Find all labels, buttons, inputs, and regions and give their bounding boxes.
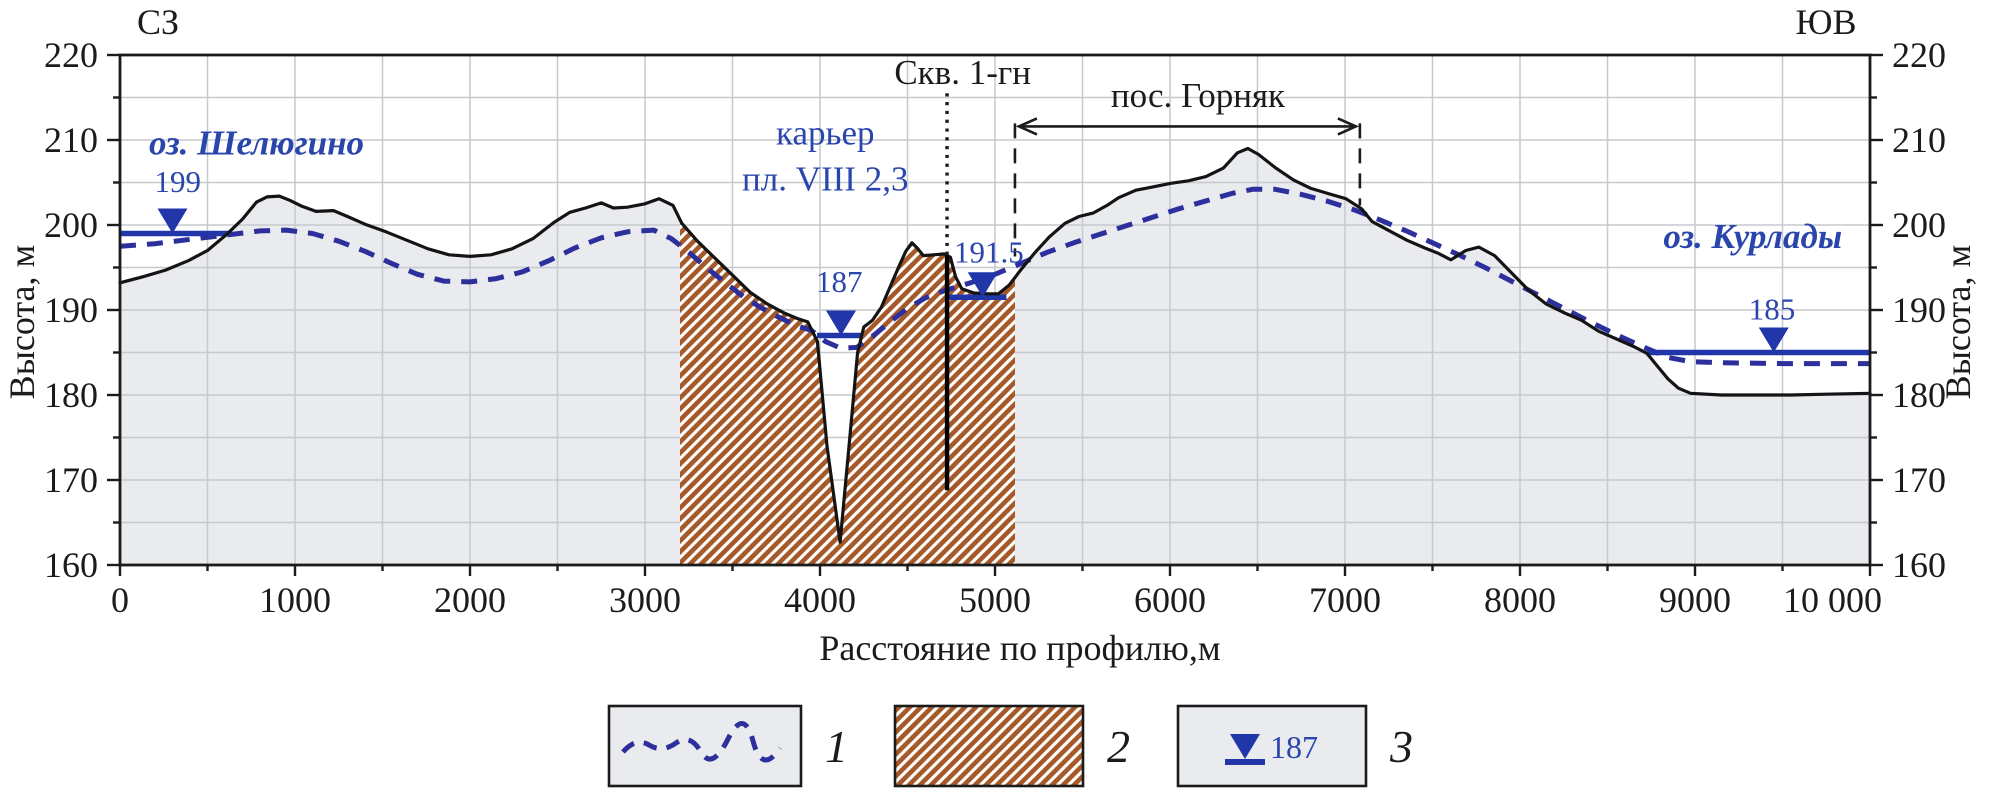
water-level-marker — [157, 208, 188, 234]
legend: 1 2 187 3 — [607, 704, 1413, 788]
y-tick-label-left: 160 — [44, 545, 98, 585]
y-tick-label-right: 190 — [1892, 290, 1946, 330]
annotation-borehole-label: Скв. 1-гн — [894, 53, 1031, 92]
y-tick-label-right: 210 — [1892, 120, 1946, 160]
y-tick-label-right: 200 — [1892, 205, 1946, 245]
legend-item: 1 — [607, 704, 848, 788]
y-tick-label-left: 170 — [44, 460, 98, 500]
terrain-line — [118, 146, 1872, 544]
annotation-lake-kurlady-label: оз. Курлады — [1663, 217, 1842, 256]
axis-ticks — [107, 53, 1883, 576]
water-level-value: 199 — [155, 164, 202, 199]
x-axis-title: Расстояние по профилю,м — [819, 628, 1220, 668]
annotation-lake-shelyugino-label: оз. Шелюгино — [149, 124, 364, 163]
legend-swatch — [607, 704, 803, 788]
x-tick-label: 6000 — [1134, 580, 1206, 620]
legend-dashed-line — [621, 721, 783, 763]
y-tick-label-left: 220 — [44, 35, 98, 75]
x-tick-label: 8000 — [1484, 580, 1556, 620]
y-tick-label-left: 180 — [44, 375, 98, 415]
water-level-marker — [826, 310, 856, 336]
x-tick-label: 9000 — [1659, 580, 1731, 620]
legend-item-number: 1 — [825, 721, 848, 772]
legend-swatch — [1176, 704, 1368, 788]
corner-label-se: ЮВ — [1795, 2, 1856, 42]
water-table-line — [119, 186, 1870, 367]
x-tick-label: 1000 — [259, 580, 331, 620]
annotation-quarry-label-line2: пл. VIII 2,3 — [742, 159, 908, 198]
annotation-quarry-label-line1: карьер — [776, 113, 875, 152]
water-level-marker — [1758, 327, 1789, 353]
quarry-hatch — [680, 219, 1015, 565]
plot-area: 199 187 191.5 185 оз. Шелюгино оз. Курлады кар… — [44, 35, 1946, 620]
arrow-right-icon — [1337, 117, 1360, 136]
y-tick-label-right: 170 — [1892, 460, 1946, 500]
legend-water-marker — [1230, 734, 1260, 759]
x-tick-label: 5000 — [959, 580, 1031, 620]
x-tick-label: 4000 — [784, 580, 856, 620]
legend-item-number: 2 — [1107, 721, 1130, 772]
legend-item: 2 — [893, 704, 1130, 788]
legend-item-number: 3 — [1389, 721, 1413, 772]
x-tick-label: 10 000 — [1783, 580, 1882, 620]
y-tick-label-left: 190 — [44, 290, 98, 330]
legend-hatch-swatch — [893, 704, 1085, 788]
water-level-value: 187 — [816, 264, 863, 299]
legend-item: 187 3 — [1176, 704, 1413, 788]
water-level-marker — [967, 272, 998, 298]
x-tick-label: 0 — [111, 580, 129, 620]
water-level-value: 191.5 — [954, 234, 1024, 269]
x-tick-label: 7000 — [1309, 580, 1381, 620]
corner-label-nw: СЗ — [137, 2, 179, 42]
y-tick-label-right: 220 — [1892, 35, 1946, 75]
water-level-value: 185 — [1749, 291, 1796, 326]
arrow-left-icon — [1015, 117, 1038, 136]
y-tick-label-left: 210 — [44, 120, 98, 160]
annotation-settlement-label: пос. Горняк — [1111, 76, 1286, 115]
x-tick-label: 3000 — [609, 580, 681, 620]
legend-water-marker-line — [1225, 759, 1265, 765]
y-tick-label-right: 160 — [1892, 545, 1946, 585]
x-tick-label: 2000 — [434, 580, 506, 620]
legend-marker-value: 187 — [1270, 729, 1318, 765]
y-tick-label-right: 180 — [1892, 375, 1946, 415]
y-axis-title-right: Высота, м — [1938, 245, 1978, 400]
y-tick-label-left: 200 — [44, 205, 98, 245]
y-axis-title-left: Высота, м — [2, 245, 42, 400]
